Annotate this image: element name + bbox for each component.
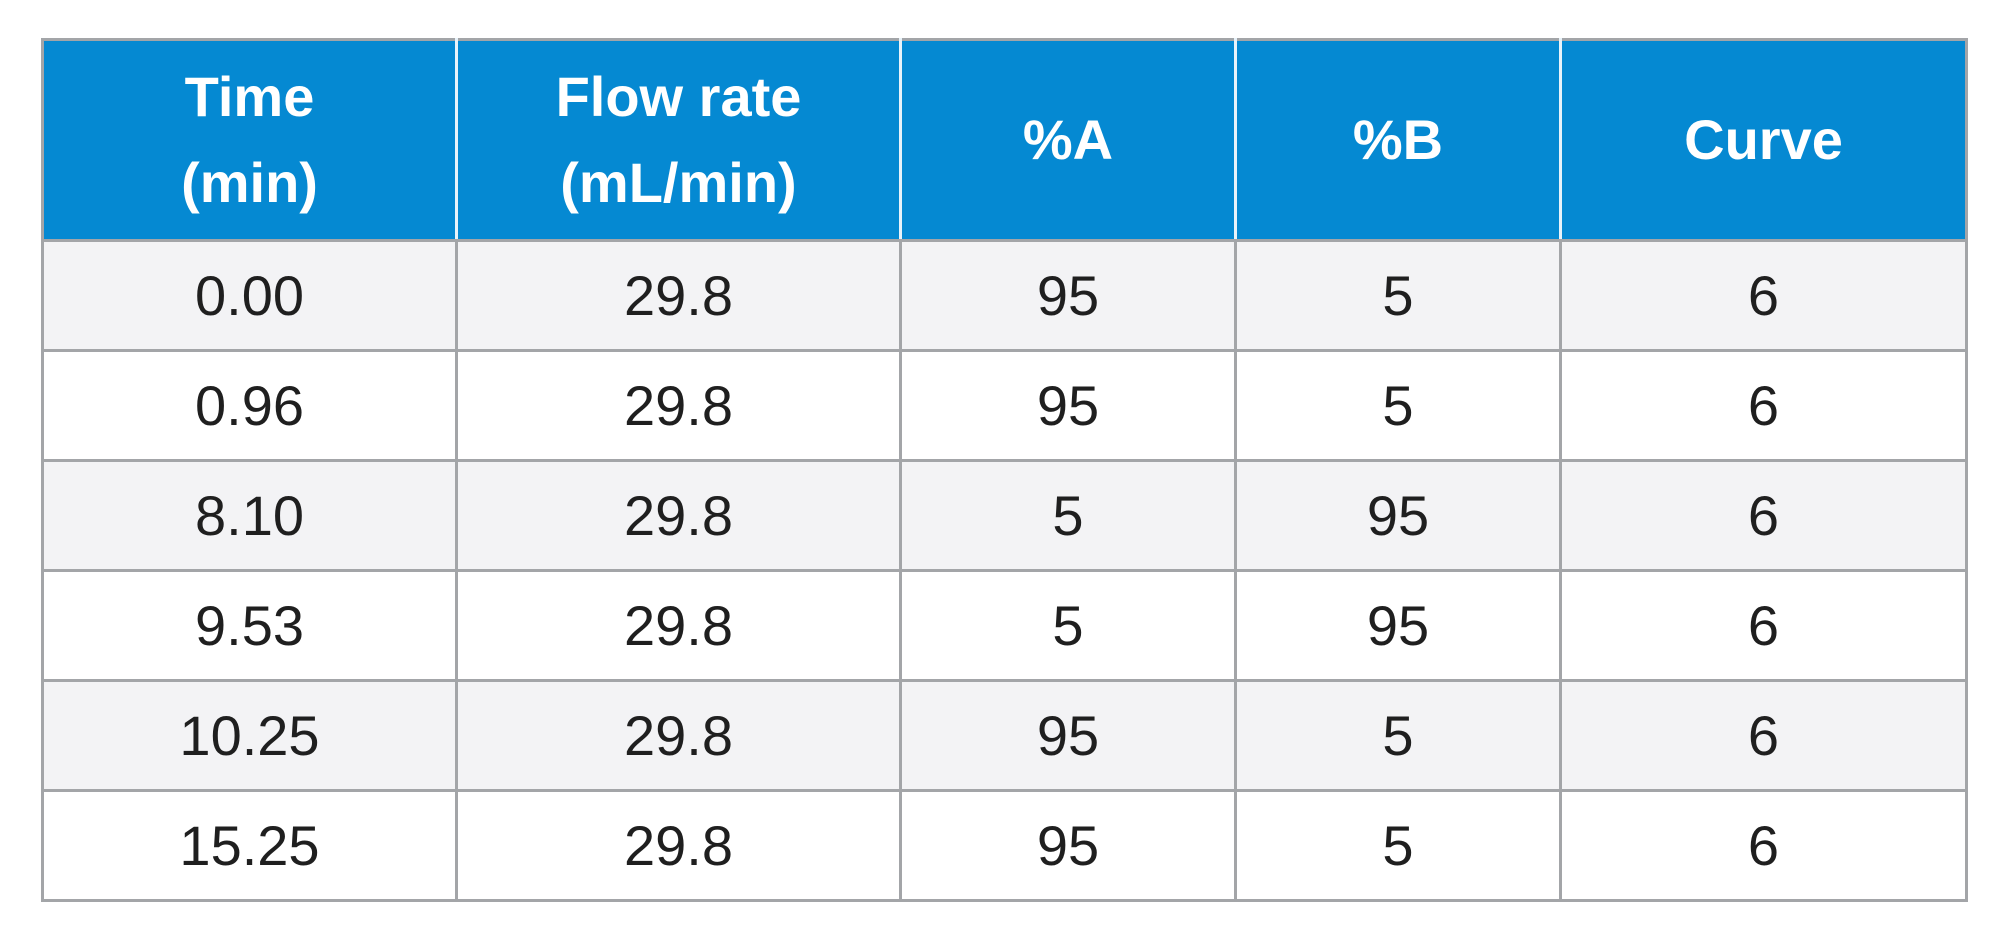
table-header: Time (min) Flow rate (mL/min) %A %B Curv… <box>41 38 1968 242</box>
cell-percent-a: 95 <box>899 239 1237 352</box>
table-body: 0.00 29.8 95 5 6 0.96 29.8 95 5 6 8.10 2… <box>41 239 1968 902</box>
table-row: 15.25 29.8 95 5 6 <box>41 789 1968 902</box>
cell-curve: 6 <box>1559 679 1968 792</box>
cell-curve: 6 <box>1559 349 1968 462</box>
cell-time: 8.10 <box>41 459 458 572</box>
cell-time: 10.25 <box>41 679 458 792</box>
cell-percent-b: 5 <box>1234 239 1562 352</box>
cell-flow-rate: 29.8 <box>455 239 902 352</box>
cell-percent-b: 5 <box>1234 679 1562 792</box>
cell-curve: 6 <box>1559 459 1968 572</box>
cell-flow-rate: 29.8 <box>455 789 902 902</box>
cell-percent-b: 95 <box>1234 459 1562 572</box>
header-time-label: Time <box>184 65 315 128</box>
cell-percent-b: 5 <box>1234 789 1562 902</box>
cell-flow-rate: 29.8 <box>455 349 902 462</box>
header-time-unit: (min) <box>181 151 318 214</box>
table-row: 0.96 29.8 95 5 6 <box>41 349 1968 462</box>
cell-percent-b: 95 <box>1234 569 1562 682</box>
cell-time: 9.53 <box>41 569 458 682</box>
cell-time: 0.00 <box>41 239 458 352</box>
header-percent-b: %B <box>1234 38 1562 242</box>
header-curve: Curve <box>1559 38 1968 242</box>
cell-flow-rate: 29.8 <box>455 459 902 572</box>
table-row: 10.25 29.8 95 5 6 <box>41 679 1968 792</box>
cell-curve: 6 <box>1559 789 1968 902</box>
cell-curve: 6 <box>1559 569 1968 682</box>
table-row: 0.00 29.8 95 5 6 <box>41 239 1968 352</box>
header-percent-a-label: %A <box>1022 108 1114 171</box>
header-percent-b-label: %B <box>1352 108 1444 171</box>
cell-time: 0.96 <box>41 349 458 462</box>
header-flow-rate-unit: (mL/min) <box>560 151 797 214</box>
cell-flow-rate: 29.8 <box>455 569 902 682</box>
cell-percent-a: 95 <box>899 679 1237 792</box>
cell-time: 15.25 <box>41 789 458 902</box>
header-flow-rate: Flow rate (mL/min) <box>455 38 902 242</box>
header-row: Time (min) Flow rate (mL/min) %A %B Curv… <box>41 38 1968 242</box>
header-time: Time (min) <box>41 38 458 242</box>
cell-percent-a: 5 <box>899 459 1237 572</box>
cell-percent-a: 95 <box>899 349 1237 462</box>
table-row: 9.53 29.8 5 95 6 <box>41 569 1968 682</box>
gradient-table-container: Time (min) Flow rate (mL/min) %A %B Curv… <box>41 38 1968 902</box>
cell-flow-rate: 29.8 <box>455 679 902 792</box>
table-row: 8.10 29.8 5 95 6 <box>41 459 1968 572</box>
header-percent-a: %A <box>899 38 1237 242</box>
cell-percent-b: 5 <box>1234 349 1562 462</box>
cell-percent-a: 95 <box>899 789 1237 902</box>
header-curve-label: Curve <box>1684 108 1843 171</box>
gradient-table: Time (min) Flow rate (mL/min) %A %B Curv… <box>41 38 1968 902</box>
cell-percent-a: 5 <box>899 569 1237 682</box>
cell-curve: 6 <box>1559 239 1968 352</box>
header-flow-rate-label: Flow rate <box>555 65 802 128</box>
